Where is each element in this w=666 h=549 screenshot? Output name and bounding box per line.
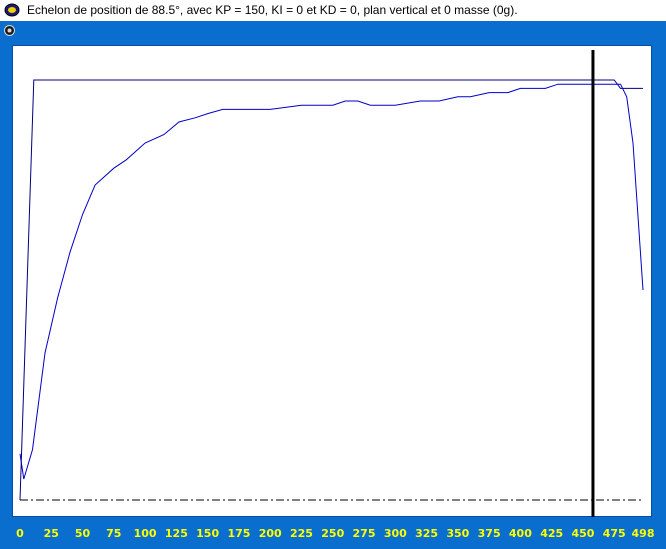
x-tick-label: 175 — [227, 527, 250, 540]
x-tick-label: 325 — [415, 527, 438, 540]
x-tick-label: 0 — [16, 527, 24, 540]
x-tick-label: 475 — [603, 527, 626, 540]
x-tick-label: 50 — [75, 527, 91, 540]
x-tick-label: 275 — [353, 527, 376, 540]
app-icon — [4, 3, 20, 17]
window-title: Echelon de position de 88.5°, avec KP = … — [27, 3, 518, 17]
x-tick-label: 300 — [384, 527, 407, 540]
x-tick-label: 25 — [44, 527, 59, 540]
x-tick-label: 425 — [540, 527, 563, 540]
plot-area[interactable] — [12, 45, 652, 517]
x-tick-label: 350 — [446, 527, 469, 540]
x-tick-label: 498 — [632, 527, 655, 540]
x-tick-label: 250 — [321, 527, 344, 540]
x-tick-label: 400 — [509, 527, 532, 540]
x-tick-label: 225 — [290, 527, 313, 540]
x-tick-label: 100 — [134, 527, 157, 540]
x-tick-label: 125 — [165, 527, 188, 540]
x-tick-label: 375 — [478, 527, 501, 540]
x-tick-label: 450 — [571, 527, 594, 540]
system-menu-icon[interactable] — [4, 25, 15, 36]
title-bar: Echelon de position de 88.5°, avec KP = … — [0, 0, 666, 21]
setpoint-series-line — [19, 79, 643, 501]
x-tick-label: 150 — [196, 527, 219, 540]
response-series-line — [19, 83, 644, 480]
x-tick-label: 200 — [259, 527, 282, 540]
x-tick-label: 75 — [106, 527, 121, 540]
